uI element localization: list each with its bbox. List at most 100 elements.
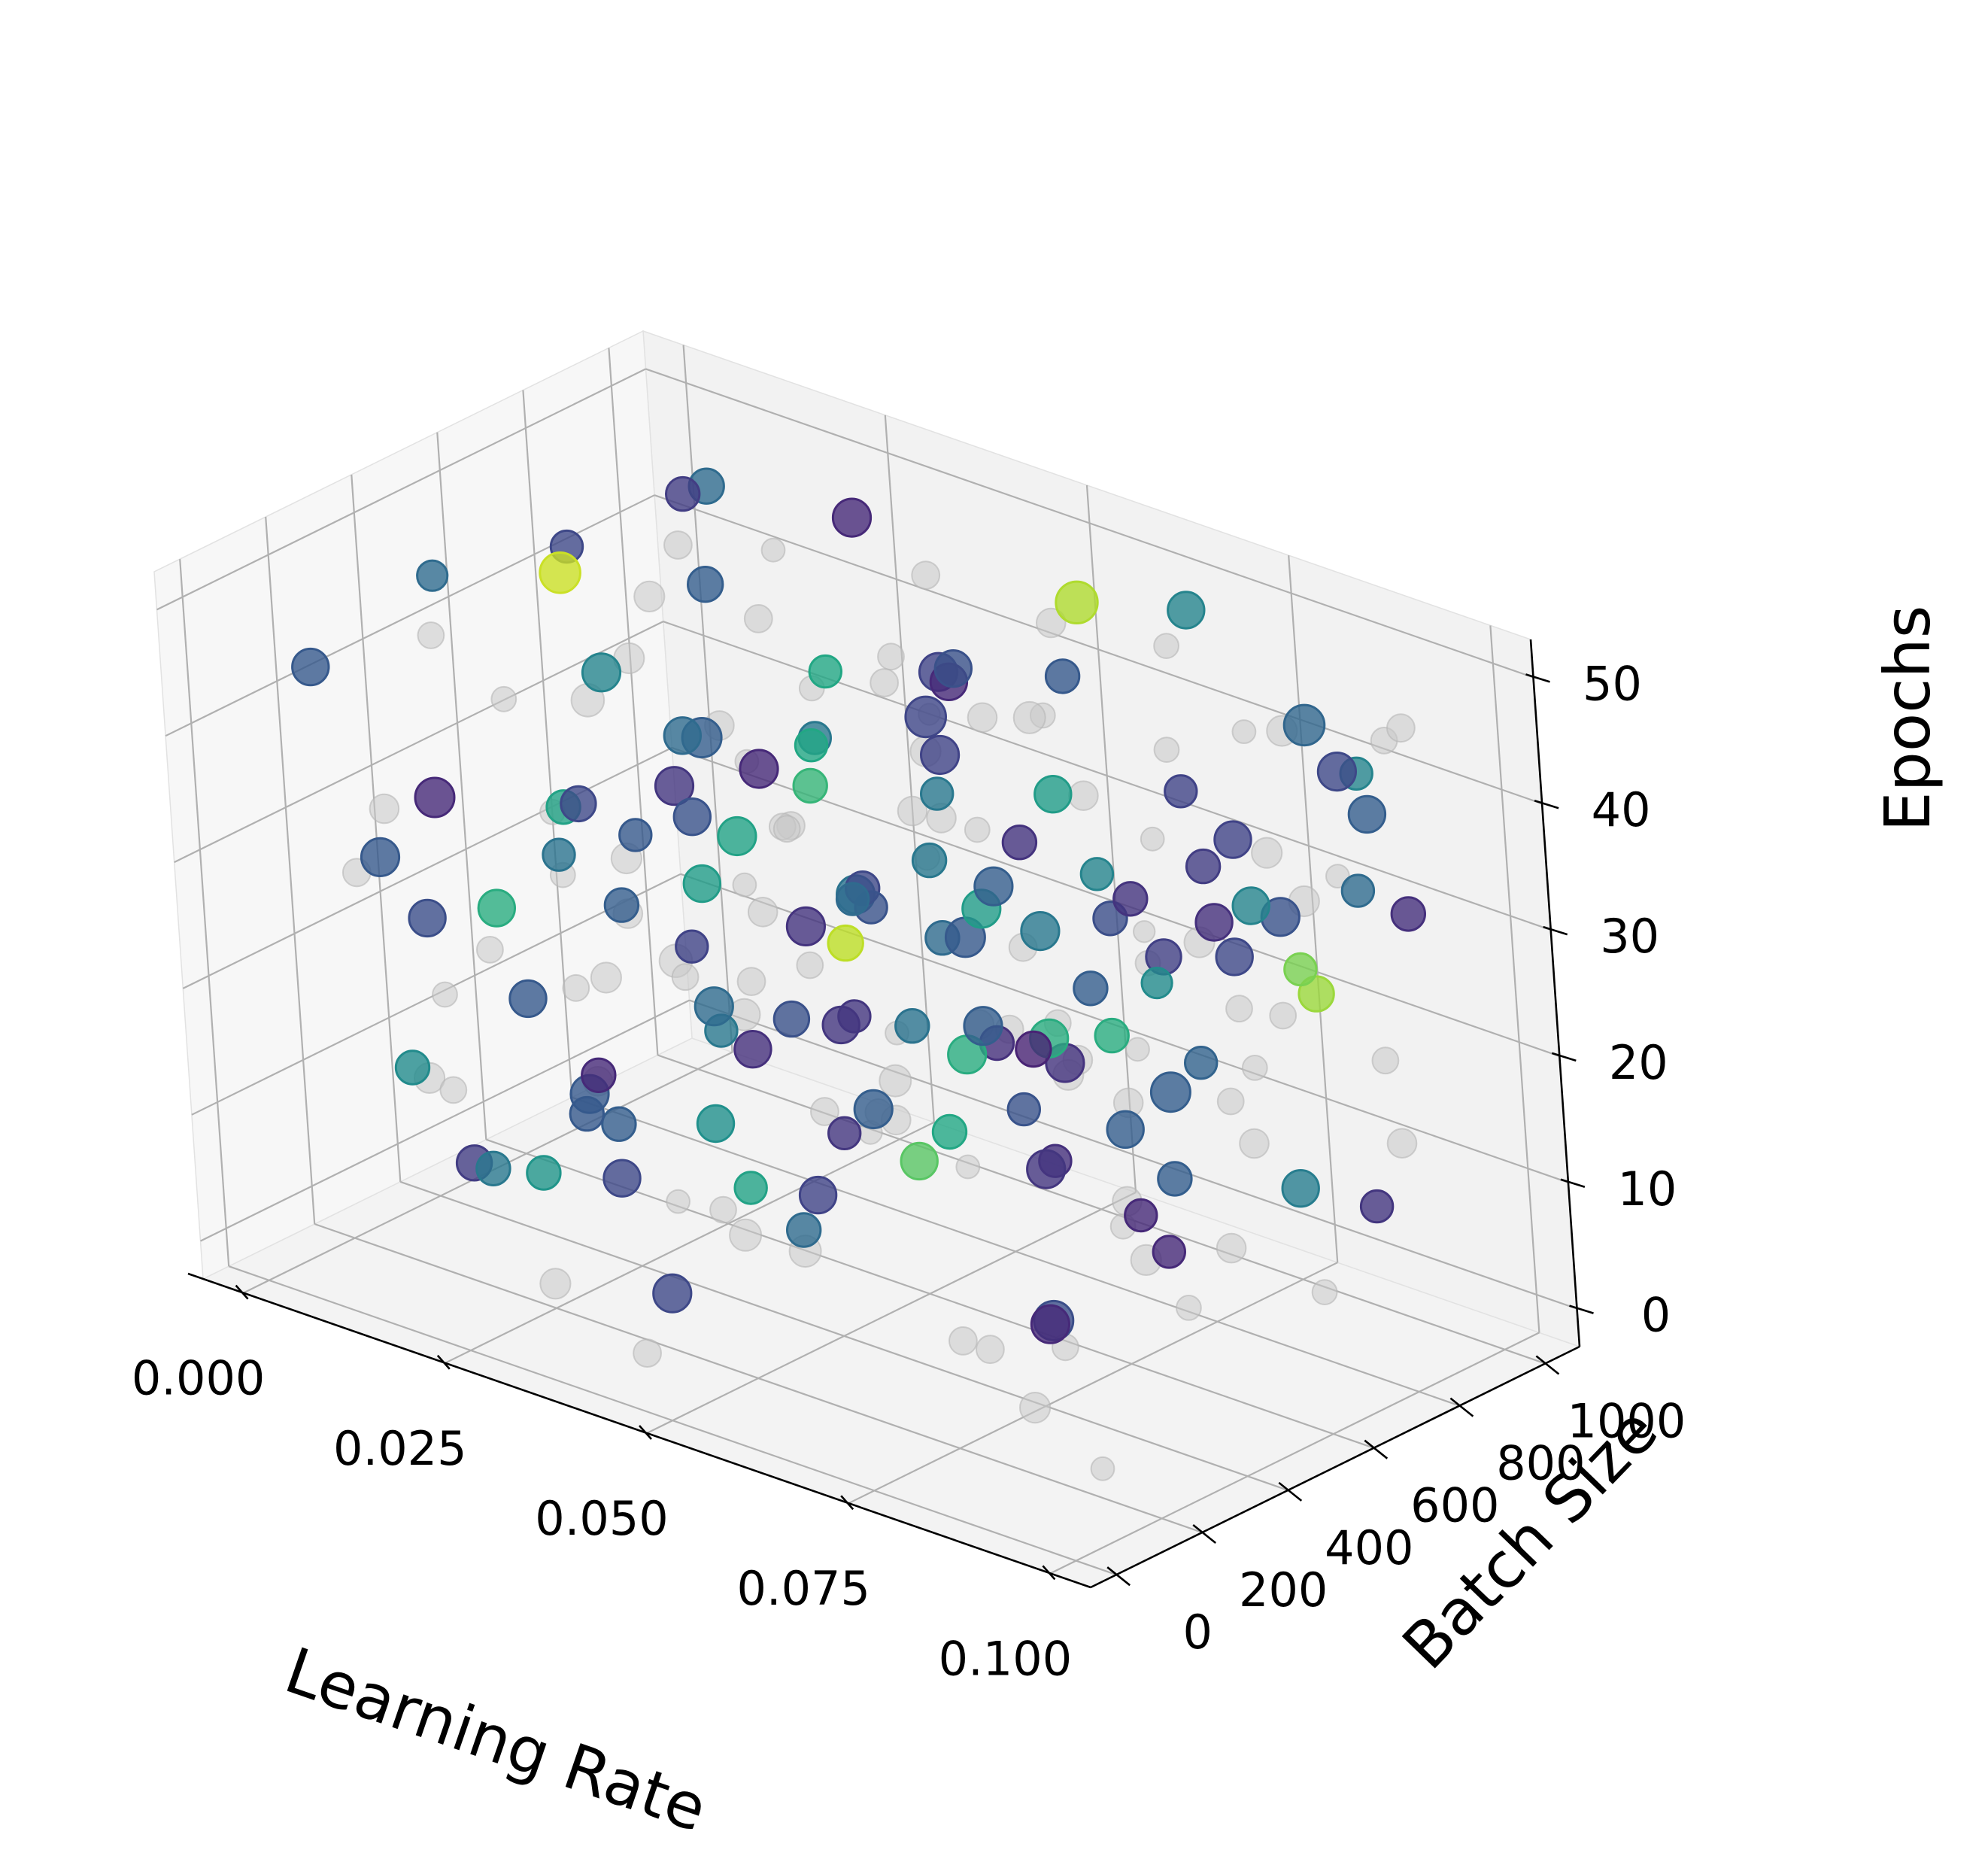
background-point [747,897,779,928]
background-point [1216,1087,1245,1116]
x-tick-mark [235,1284,249,1300]
data-point [808,654,843,689]
y-grid-line [608,348,659,1055]
y-tick-label: 800 [1496,1436,1585,1491]
z-tick-label: 0 [1641,1288,1671,1343]
y-grid-line [314,1223,1203,1534]
x-tick-mark [639,1425,652,1440]
y-axis-line [1090,1345,1580,1589]
data-point [739,749,779,789]
data-point [696,1104,736,1144]
background-point [1140,826,1165,852]
x-grid-line [682,345,733,1052]
data-point [665,475,701,512]
data-point [794,728,829,763]
x-grid-line [646,1192,1137,1434]
y-tick-label: 600 [1410,1478,1499,1533]
data-point [827,1116,862,1151]
background-point [796,951,824,980]
data-point [1185,848,1222,885]
background-point [476,936,504,964]
data-point [1030,1304,1071,1344]
data-point [581,652,622,693]
data-point [1001,825,1038,861]
background-point [663,530,693,560]
x-axis-line [187,1272,1091,1589]
y-tick-mark [1106,1566,1131,1587]
background-point [1231,719,1257,744]
x-tick-label: 0.050 [535,1491,669,1546]
data-point [894,1008,930,1044]
background-point [772,815,801,843]
data-point [291,647,330,687]
data-point [526,1155,562,1191]
background-point [633,1338,662,1368]
y-grid-line [657,1054,1546,1365]
background-point [732,872,757,898]
background-point [1090,1456,1115,1481]
background-point [1153,737,1180,763]
background-point [1012,700,1046,734]
background-point [1153,633,1179,659]
data-point [1340,873,1376,908]
data-point [1215,937,1254,976]
data-point [1213,820,1252,859]
y-grid-line [522,390,573,1098]
x-grid-line [1489,625,1540,1333]
data-point [798,1175,838,1215]
background-point [1019,1392,1052,1424]
x-tick-mark [840,1495,854,1511]
data-point [539,551,581,594]
background-point [1241,1055,1268,1081]
grid-group [156,345,1577,1576]
y-tick-label: 0 [1182,1605,1212,1660]
data-point [602,1159,642,1198]
data-point [792,767,828,804]
background-point [1176,1295,1202,1321]
data-point [1231,886,1270,925]
data-point [508,979,548,1019]
y-grid-line [228,1265,1117,1576]
data-point [900,1141,939,1181]
data-point [1033,775,1073,814]
y-grid-line [399,1180,1288,1491]
z-tick-mark [1543,925,1568,936]
data-point [933,649,973,688]
z-grid-line [174,621,664,864]
data-point [733,1030,772,1069]
z-tick-mark [1525,673,1550,683]
y-tick-mark [1278,1481,1303,1502]
foreground-points [291,467,1427,1344]
data-point [1106,1110,1145,1150]
background-point [1251,837,1283,869]
background-point [1371,1046,1400,1075]
z-tick-mark [1569,1305,1594,1314]
background-point [633,580,666,613]
background-point [590,961,623,994]
x-tick-mark [436,1354,451,1370]
data-point [920,734,961,776]
data-point [831,497,873,538]
background-point [760,537,786,563]
data-point [1347,794,1387,834]
data-point [1282,703,1326,747]
x-grid-line [1049,1332,1540,1575]
background-point [964,816,991,843]
z-tick-mark [1551,1052,1577,1062]
background-point [1133,920,1156,943]
x-tick-label: 0.000 [132,1351,266,1406]
background-point [1068,780,1099,811]
data-point [581,1057,617,1094]
background-point [1036,607,1067,639]
data-point [394,1049,431,1086]
y-grid-line [436,432,487,1140]
y-grid-line [572,1096,1460,1407]
data-point [931,1113,968,1150]
background-point [417,621,445,649]
x-grid-line [848,1262,1338,1505]
data-point [1044,658,1081,694]
data-point [1194,903,1234,942]
background-point [976,1335,1005,1365]
x-tick-mark [1042,1565,1056,1581]
background-point [369,793,400,825]
